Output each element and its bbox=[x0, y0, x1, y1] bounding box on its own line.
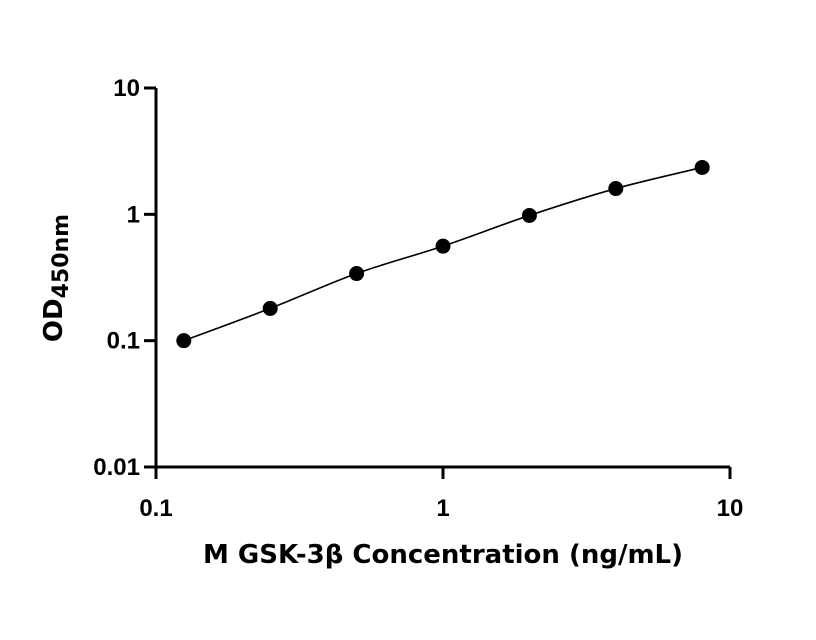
data-point bbox=[435, 238, 451, 254]
data-point bbox=[262, 300, 278, 316]
data-points bbox=[176, 159, 710, 349]
y-axis-title: OD450nm bbox=[39, 214, 74, 342]
y-axis-title-subscript: 450nm bbox=[49, 214, 74, 299]
y-axis-title-main: OD bbox=[39, 298, 69, 342]
x-tick-label: 0.1 bbox=[139, 495, 172, 522]
data-point bbox=[694, 159, 710, 175]
x-tick-label: 1 bbox=[436, 495, 449, 522]
tick-labels: 0.01 0.1 1 10 0.1 1 10 bbox=[93, 75, 743, 522]
y-tick-label: 0.1 bbox=[107, 328, 140, 355]
data-point bbox=[176, 333, 192, 349]
x-tick-label: 10 bbox=[717, 495, 744, 522]
fit-curve bbox=[183, 166, 703, 342]
y-tick-label: 10 bbox=[113, 75, 140, 102]
data-point bbox=[521, 207, 537, 223]
axes bbox=[154, 88, 730, 469]
data-point bbox=[349, 266, 365, 282]
ticks bbox=[144, 86, 732, 479]
y-tick-label: 0.01 bbox=[93, 454, 140, 481]
x-axis-title: M GSK-3β Concentration (ng/mL) bbox=[203, 540, 683, 570]
data-point bbox=[608, 181, 624, 197]
y-tick-label: 1 bbox=[127, 201, 140, 228]
